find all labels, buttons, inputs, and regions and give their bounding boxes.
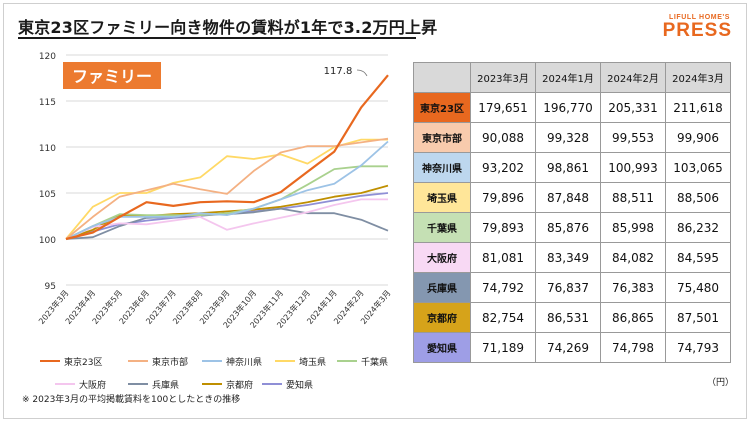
rent-value-cell: 88,511	[600, 182, 666, 213]
rent-value-cell: 211,618	[665, 92, 731, 123]
legend-label: 京都府	[226, 379, 253, 391]
peak-annotation: 117.8	[324, 66, 353, 77]
logo-brand-text: LIFULL HOME'S	[668, 14, 730, 21]
table-corner-cell	[413, 62, 471, 93]
prefecture-cell: 大阪府	[413, 242, 471, 273]
rent-value-cell: 179,651	[470, 92, 536, 123]
unit-label: （円）	[707, 378, 735, 388]
series-lines	[65, 74, 389, 241]
rent-value-cell: 86,865	[600, 302, 666, 333]
table-row: 兵庫県 74,792 76,837 76,383 75,480	[413, 272, 731, 303]
rent-value-cell: 74,793	[665, 332, 731, 363]
rent-table: 2023年3月 2024年1月 2024年2月 2024年3月 東京23区 179…	[413, 62, 731, 363]
rent-value-cell: 87,848	[535, 182, 601, 213]
prefecture-cell: 神奈川県	[413, 152, 471, 183]
table-row: 愛知県 71,189 74,269 74,798 74,793	[413, 332, 731, 363]
rent-value-cell: 90,088	[470, 122, 536, 153]
rent-value-cell: 196,770	[535, 92, 601, 123]
table-header-cell: 2024年2月	[600, 62, 666, 93]
legend-label: 愛知県	[286, 379, 313, 391]
rent-value-cell: 76,383	[600, 272, 666, 303]
prefecture-cell: 京都府	[413, 302, 471, 333]
prefecture-cell: 東京23区	[413, 92, 471, 123]
x-tick-labels: 2023年3月2023年4月2023年5月2023年6月2023年7月2023年…	[36, 288, 392, 330]
legend-label: 神奈川県	[226, 356, 262, 368]
table-row: 千葉県 79,893 85,876 85,998 86,232	[413, 212, 731, 243]
rent-value-cell: 84,082	[600, 242, 666, 273]
series-line-2	[65, 137, 389, 240]
legend-label: 千葉県	[361, 356, 388, 368]
table-body: 東京23区 179,651 196,770 205,331 211,618 東京市部 90,…	[413, 92, 731, 363]
series-line-1	[65, 74, 389, 241]
annotation-leader-line	[356, 69, 368, 77]
rent-value-cell: 75,480	[665, 272, 731, 303]
line-chart: 95 100 105 110 115 120 2023年3月2023年4月2023年5月2…	[36, 52, 392, 391]
title-underline	[18, 37, 416, 39]
rent-value-cell: 79,893	[470, 212, 536, 243]
rent-value-cell: 83,349	[535, 242, 601, 273]
table-header-cell: 2024年1月	[535, 62, 601, 93]
chart-title-box: ファミリー	[63, 62, 161, 89]
rent-value-cell: 74,792	[470, 272, 536, 303]
rent-value-cell: 87,501	[665, 302, 731, 333]
rent-value-cell: 88,506	[665, 182, 731, 213]
rent-value-cell: 71,189	[470, 332, 536, 363]
rent-value-cell: 85,876	[535, 212, 601, 243]
series-line-6	[65, 198, 388, 240]
table-row: 東京市部 90,088 99,328 99,553 99,906	[413, 122, 731, 153]
rent-value-cell: 76,837	[535, 272, 601, 303]
table-row: 東京23区 179,651 196,770 205,331 211,618	[413, 92, 731, 123]
page-title: 東京23区ファミリー向き物件の賃料が1年で3.2万円上昇	[18, 18, 438, 37]
rent-value-cell: 99,553	[600, 122, 666, 153]
logo-press-text: PRESS	[662, 20, 732, 41]
legend-label: 埼玉県	[299, 356, 326, 368]
legend-label: 兵庫県	[152, 379, 179, 391]
chart-grid	[66, 54, 388, 286]
rent-value-cell: 205,331	[600, 92, 666, 123]
table-row: 埼玉県 79,896 87,848 88,511 88,506	[413, 182, 731, 213]
prefecture-cell: 埼玉県	[413, 182, 471, 213]
y-tick-label: 105	[39, 190, 56, 200]
rent-value-cell: 98,861	[535, 152, 601, 183]
rent-value-cell: 93,202	[470, 152, 536, 183]
rent-value-cell: 79,896	[470, 182, 536, 213]
table-row: 神奈川県 93,202 98,861 100,993 103,065	[413, 152, 731, 183]
series-line-5	[65, 165, 388, 240]
y-tick-label: 115	[39, 98, 56, 108]
rent-value-cell: 74,269	[535, 332, 601, 363]
prefecture-cell: 東京市部	[413, 122, 471, 153]
table-header-cell: 2024年3月	[665, 62, 731, 93]
rent-value-cell: 84,595	[665, 242, 731, 273]
prefecture-cell: 兵庫県	[413, 272, 471, 303]
y-tick-label: 110	[39, 144, 56, 154]
footnote: ※ 2023年3月の平均掲載賃料を100としたときの推移	[22, 395, 241, 405]
y-tick-label: 95	[45, 282, 56, 292]
y-tick-labels: 95 100 105 110 115 120	[39, 52, 56, 292]
legend-label: 東京23区	[64, 356, 102, 368]
y-tick-label: 100	[39, 236, 56, 246]
slide-frame	[3, 3, 747, 419]
rent-value-cell: 99,906	[665, 122, 731, 153]
legend-label: 大阪府	[79, 379, 106, 391]
prefecture-cell: 愛知県	[413, 332, 471, 363]
chart-title: ファミリー	[72, 67, 152, 86]
rent-value-cell: 100,993	[600, 152, 666, 183]
table-row: 大阪府 81,081 83,349 84,082 84,595	[413, 242, 731, 273]
prefecture-cell: 千葉県	[413, 212, 471, 243]
rent-value-cell: 82,754	[470, 302, 536, 333]
rent-value-cell: 74,798	[600, 332, 666, 363]
legend-label: 東京市部	[152, 356, 188, 368]
table-header-row: 2023年3月 2024年1月 2024年2月 2024年3月	[413, 62, 731, 93]
rent-value-cell: 103,065	[665, 152, 731, 183]
rent-value-cell: 85,998	[600, 212, 666, 243]
table-row: 京都府 82,754 86,531 86,865 87,501	[413, 302, 731, 333]
y-tick-label: 120	[39, 52, 56, 62]
rent-value-cell: 86,232	[665, 212, 731, 243]
rent-value-cell: 81,081	[470, 242, 536, 273]
rent-value-cell: 86,531	[535, 302, 601, 333]
rent-value-cell: 99,328	[535, 122, 601, 153]
table-header-cell: 2023年3月	[470, 62, 536, 93]
